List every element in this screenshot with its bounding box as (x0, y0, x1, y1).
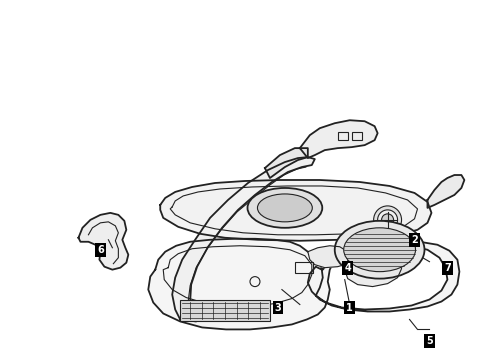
Ellipse shape (257, 194, 312, 222)
Polygon shape (308, 246, 352, 268)
Bar (295, 262, 313, 273)
Polygon shape (78, 213, 128, 270)
Ellipse shape (247, 188, 322, 228)
Polygon shape (160, 180, 432, 241)
Ellipse shape (343, 228, 416, 272)
Bar (338, 132, 348, 140)
Text: 1: 1 (346, 302, 353, 312)
Circle shape (374, 206, 401, 234)
Polygon shape (172, 157, 315, 321)
Text: 2: 2 (411, 235, 418, 245)
Ellipse shape (335, 221, 424, 279)
Bar (180, 300, 270, 321)
Polygon shape (427, 175, 465, 208)
Polygon shape (265, 148, 308, 178)
Text: 6: 6 (97, 245, 104, 255)
Text: 7: 7 (444, 263, 451, 273)
Polygon shape (345, 252, 401, 287)
Circle shape (378, 210, 397, 230)
Text: 5: 5 (426, 336, 433, 346)
Text: 4: 4 (344, 263, 351, 273)
Circle shape (382, 214, 393, 226)
Text: 3: 3 (274, 302, 281, 312)
Polygon shape (300, 120, 378, 158)
Bar (352, 132, 362, 140)
Polygon shape (148, 239, 460, 329)
